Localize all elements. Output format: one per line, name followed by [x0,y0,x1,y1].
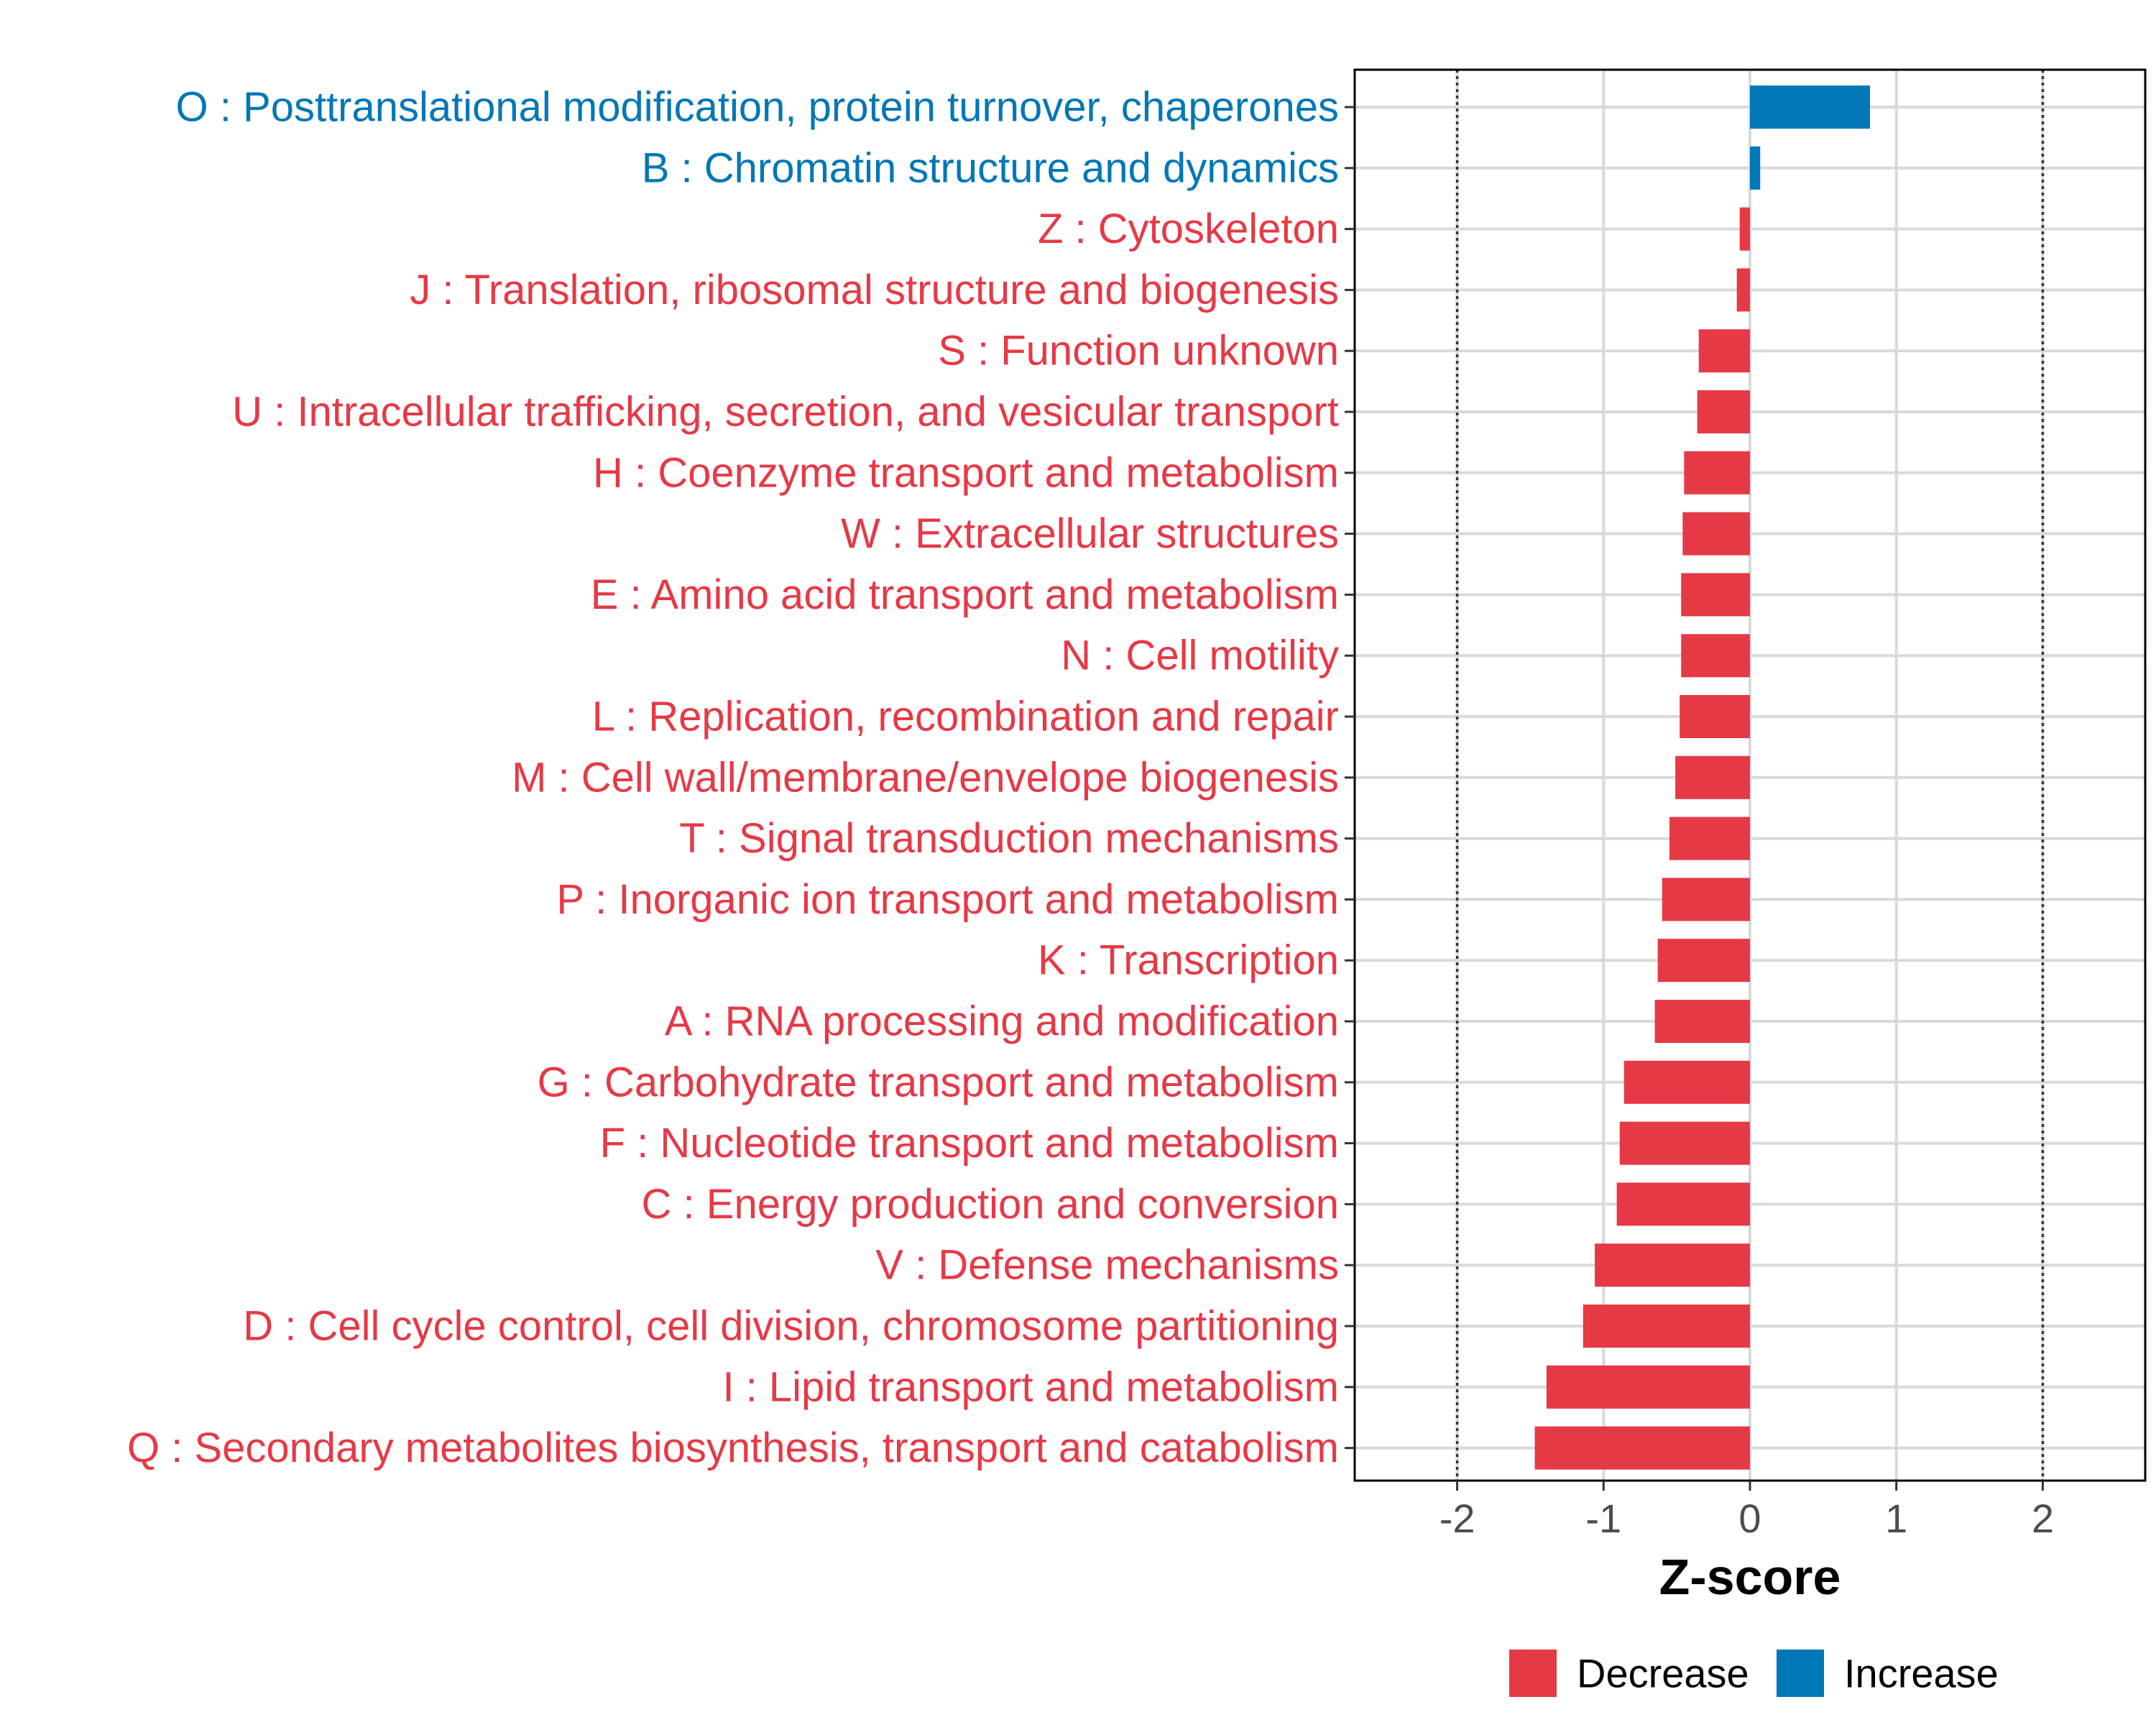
category-label: F : Nucleotide transport and metabolism [600,1120,1339,1167]
category-label: K : Transcription [1038,937,1339,984]
bar [1697,390,1750,433]
bar [1739,207,1750,251]
category-label: L : Replication, recombination and repai… [592,694,1339,740]
bar [1669,816,1750,860]
bar [1546,1365,1750,1409]
bar [1750,146,1761,190]
bar [1684,451,1750,494]
bar [1619,1121,1750,1165]
bar [1698,329,1750,373]
legend-label: Increase [1844,1651,1999,1696]
category-label: W : Extracellular structures [841,510,1339,557]
bar [1654,1000,1750,1043]
bar [1623,1060,1750,1104]
bar [1681,573,1750,617]
bar [1662,878,1750,921]
legend-label: Decrease [1577,1651,1749,1696]
category-label: T : Signal transduction mechanisms [679,815,1339,862]
category-label: V : Defense mechanisms [875,1242,1339,1289]
bar [1750,86,1871,129]
category-label: D : Cell cycle control, cell division, c… [243,1303,1339,1350]
bar [1616,1182,1750,1226]
x-tick-label: -1 [1585,1496,1621,1541]
category-label: B : Chromatin structure and dynamics [642,144,1339,191]
bar [1657,939,1750,983]
bar [1680,695,1750,738]
category-label: C : Energy production and conversion [642,1181,1339,1228]
bar [1736,268,1750,312]
x-tick-label: -2 [1439,1496,1475,1541]
category-label: M : Cell wall/membrane/envelope biogenes… [512,754,1339,801]
x-tick-label: 1 [1885,1496,1907,1541]
x-axis-title: Z-score [1659,1549,1841,1605]
x-tick-label: 0 [1738,1496,1761,1541]
category-label: Q : Secondary metabolites biosynthesis, … [127,1425,1339,1471]
category-label: G : Carbohydrate transport and metabolis… [538,1059,1339,1105]
category-label: J : Translation, ribosomal structure and… [410,267,1339,313]
category-label: N : Cell motility [1061,632,1339,679]
category-label: S : Function unknown [938,328,1339,374]
x-tick-label: 2 [2032,1496,2054,1541]
legend-key [1777,1650,1824,1697]
category-label: I : Lipid transport and metabolism [722,1363,1339,1410]
category-label: P : Inorganic ion transport and metaboli… [556,876,1339,923]
bar [1583,1305,1750,1348]
category-label: H : Coenzyme transport and metabolism [593,449,1339,496]
bar [1682,512,1750,556]
legend-key [1509,1650,1557,1697]
bar [1595,1243,1750,1287]
category-label: Z : Cytoskeleton [1038,206,1339,252]
bar [1681,634,1750,678]
category-label: A : RNA processing and modification [665,998,1339,1045]
category-label: O : Posttranslational modification, prot… [176,84,1339,131]
category-label: U : Intracellular trafficking, secretion… [232,389,1339,436]
category-label: E : Amino acid transport and metabolism [591,571,1339,618]
bar [1534,1426,1750,1470]
bar [1675,755,1750,799]
